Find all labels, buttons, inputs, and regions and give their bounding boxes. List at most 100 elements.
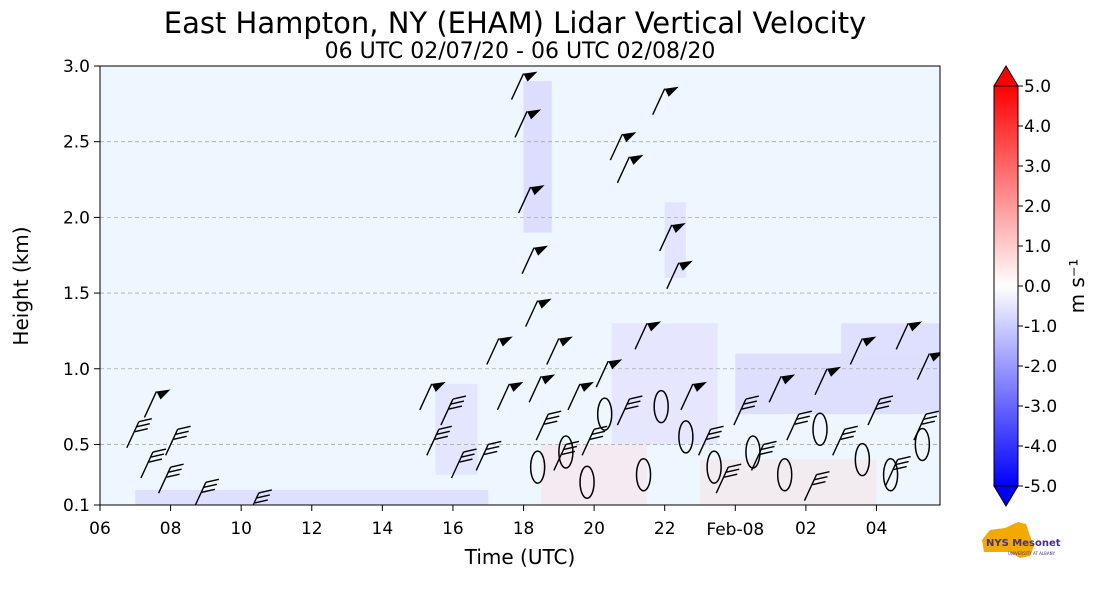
- wind-barbs: [126, 71, 940, 505]
- wind-barb: [715, 463, 742, 494]
- colorbar-tick-label: 3.0: [1024, 157, 1051, 177]
- wind-barb: [525, 298, 552, 327]
- contour-loop: [529, 450, 546, 484]
- wind-barb: [450, 448, 477, 479]
- x-tick-label: 16: [442, 519, 464, 539]
- contour-loop: [596, 397, 613, 431]
- wind-barb: [140, 448, 167, 479]
- wind-barb: [535, 410, 562, 441]
- velocity-patch: [523, 81, 552, 233]
- colorbar-tick-label: -2.0: [1024, 357, 1057, 377]
- colorbar-tick-label: -1.0: [1024, 317, 1057, 337]
- contour-loop: [653, 389, 669, 424]
- wind-barb: [252, 489, 272, 505]
- colorbar-extend-min: [993, 485, 1019, 507]
- wind-barb: [126, 418, 152, 449]
- colorbar-tick-label: 1.0: [1024, 237, 1051, 257]
- wind-barb: [916, 352, 940, 380]
- wind-barb: [666, 260, 693, 290]
- wind-barb: [143, 389, 171, 418]
- wind-barb: [814, 366, 842, 396]
- contour-loop: [706, 450, 722, 484]
- wind-barb: [895, 321, 923, 350]
- contour-loop: [579, 465, 595, 500]
- colorbar-label: m s⁻¹: [1065, 259, 1089, 314]
- wind-barb: [733, 395, 760, 426]
- wind-barb: [885, 455, 911, 486]
- wind-barb: [913, 410, 940, 441]
- contour-loop: [882, 457, 899, 492]
- wind-barb: [496, 381, 524, 411]
- logo-subtext: UNIVERSITY AT ALBANY: [1008, 551, 1056, 556]
- wind-barb: [616, 395, 643, 426]
- wind-barb: [510, 71, 538, 100]
- wind-barb: [581, 425, 608, 456]
- y-tick-label: 0.1: [63, 496, 90, 516]
- colorbar-body: [993, 85, 1019, 487]
- plot-frame: [99, 65, 941, 506]
- wind-barb: [680, 381, 707, 411]
- colorbar-tick-label: 5.0: [1024, 77, 1051, 97]
- contour-loop: [776, 457, 793, 492]
- velocity-patch: [700, 459, 877, 505]
- wind-barb: [514, 109, 542, 138]
- wind-barb: [768, 374, 796, 403]
- wind-barb: [595, 359, 623, 388]
- y-tick-label: 1.0: [63, 360, 90, 380]
- wind-barb: [750, 440, 777, 471]
- y-tick-label: 3.0: [63, 57, 90, 77]
- colorbar-tick-label: -3.0: [1024, 397, 1057, 417]
- wind-barb: [609, 132, 637, 161]
- wind-barb: [832, 425, 858, 456]
- x-tick-label: 12: [301, 519, 323, 539]
- wind-barb: [165, 425, 191, 456]
- colorbar-tick-label: 0.0: [1024, 277, 1051, 297]
- wind-barb: [697, 425, 724, 456]
- x-tick-label: 22: [654, 519, 676, 539]
- y-tick-label: 0.5: [63, 435, 90, 455]
- x-tick-label: 18: [513, 519, 535, 539]
- wind-barb: [849, 336, 877, 365]
- wind-barb: [475, 440, 502, 471]
- colorbar-extend-max: [993, 65, 1019, 87]
- velocity-patch: [135, 489, 489, 505]
- x-tick-label: 08: [160, 519, 182, 539]
- wind-barb: [157, 463, 184, 494]
- wind-barb: [567, 381, 594, 411]
- y-tick-label: 1.5: [63, 284, 90, 304]
- wind-barb: [517, 185, 545, 214]
- x-tick-label: 06: [89, 519, 111, 539]
- wind-barb: [486, 336, 513, 365]
- wind-barb: [521, 245, 549, 274]
- colorbar-tick-label: -5.0: [1024, 477, 1057, 497]
- contour-loop: [678, 420, 694, 454]
- y-tick-label: 2.5: [63, 133, 90, 153]
- x-tick-label: 20: [583, 519, 605, 539]
- x-tick-label: 04: [866, 519, 888, 539]
- velocity-patch: [735, 353, 940, 415]
- wind-barb: [553, 440, 580, 471]
- wind-barb: [440, 395, 467, 426]
- wind-barb: [616, 154, 644, 184]
- plot-background: [100, 66, 940, 505]
- velocity-patch: [541, 444, 648, 505]
- chart-title: East Hampton, NY (EHAM) Lidar Vertical V…: [164, 6, 867, 40]
- x-tick-label: 14: [372, 519, 394, 539]
- x-tick-label: 10: [230, 519, 252, 539]
- x-axis-label: Time (UTC): [464, 545, 576, 569]
- x-tick-label: Feb-08: [706, 520, 764, 540]
- contour-loop: [854, 442, 871, 477]
- wind-barb: [426, 425, 452, 456]
- wind-barb: [419, 381, 446, 411]
- wind-barb: [867, 395, 894, 426]
- wind-barb: [786, 410, 812, 441]
- contour-loop: [812, 412, 828, 447]
- contour-loop: [635, 457, 652, 492]
- grid-lines: [100, 141, 940, 445]
- x-tick-label: 02: [795, 519, 817, 539]
- wind-barb: [194, 478, 220, 505]
- wind-barb: [659, 222, 686, 252]
- y-tick-label: 2.0: [63, 208, 90, 228]
- y-axis-label: Height (km): [9, 226, 33, 345]
